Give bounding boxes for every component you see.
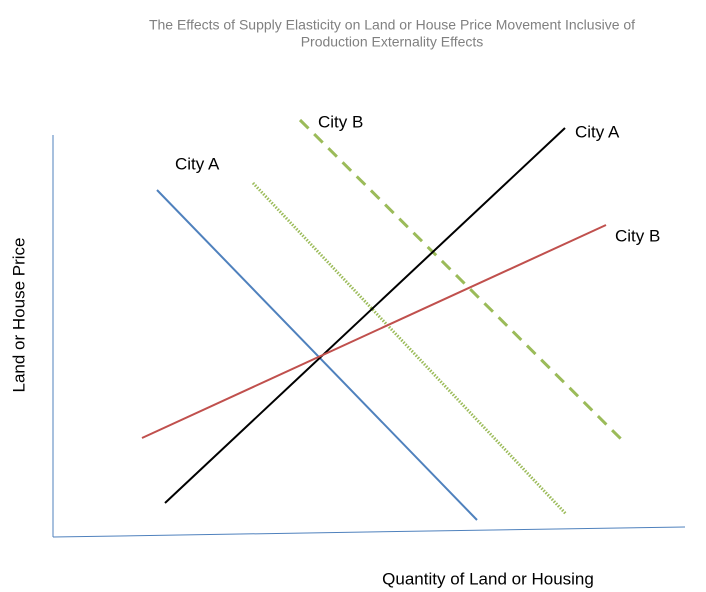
x-axis-label: Quantity of Land or Housing bbox=[382, 569, 594, 588]
demand-city-a bbox=[156, 189, 478, 521]
x-axis bbox=[52, 526, 686, 538]
title-line: Production Externality Effects bbox=[301, 34, 484, 50]
demand-city-b-shifted bbox=[298, 118, 624, 442]
curve-label: City B bbox=[615, 226, 660, 245]
demand-city-a-shifted bbox=[251, 181, 568, 516]
y-axis-label: Land or House Price bbox=[9, 238, 28, 393]
curve-label: City A bbox=[175, 154, 220, 173]
supply-city-a bbox=[164, 127, 566, 504]
supply-city-b bbox=[141, 224, 607, 439]
curve-label: City B bbox=[318, 112, 363, 131]
curve-label: City A bbox=[575, 122, 620, 141]
title-line: The Effects of Supply Elasticity on Land… bbox=[149, 17, 635, 33]
